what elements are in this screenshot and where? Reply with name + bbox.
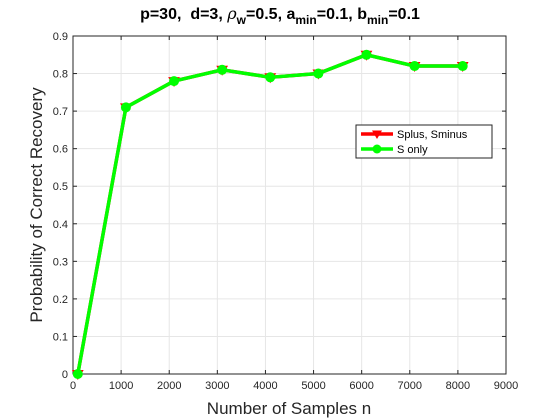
legend-item: Splus, Sminus (361, 129, 468, 141)
series-s-only (72, 49, 468, 379)
y-tick-label: 0.4 (53, 219, 68, 231)
title-rho-sub: w (236, 13, 246, 27)
title-rho: ρ (227, 4, 237, 23)
data-point (313, 68, 324, 79)
y-tick-label: 0.8 (53, 69, 68, 81)
data-point (169, 76, 180, 87)
y-tick-label: 0.7 (53, 106, 68, 118)
plot-background (73, 36, 506, 374)
plot-area (73, 36, 506, 374)
y-tick-label: 0.3 (53, 256, 68, 268)
legend-label: Splus, Sminus (397, 129, 468, 141)
series-group (71, 49, 469, 380)
title-rho-val: =0.5, (245, 6, 283, 23)
y-tick-label: 0 (62, 369, 68, 381)
legend-swatch-marker (372, 144, 382, 154)
legend: Splus, Sminus S only (355, 124, 493, 159)
x-tick-label: 7000 (398, 380, 422, 392)
title-a-sub: min (295, 13, 317, 27)
data-point (361, 49, 372, 60)
data-point (120, 102, 131, 113)
title-b: b (357, 6, 367, 23)
plot-border (72, 35, 507, 375)
y-tick-label: 0.9 (53, 31, 68, 43)
title-a-val: =0.1, (316, 6, 353, 23)
data-point (265, 72, 276, 83)
x-tick-label: 6000 (349, 380, 373, 392)
y-axis-label: Probability of Correct Recovery (27, 87, 46, 323)
x-tick-label: 9000 (494, 380, 518, 392)
x-tick-label: 8000 (446, 380, 470, 392)
x-tick-label: 4000 (253, 380, 277, 392)
y-tick-label: 0.2 (53, 294, 68, 306)
title-b-sub: min (366, 13, 389, 27)
x-axis-label: Number of Samples n (207, 399, 371, 418)
x-tick-label: 2000 (157, 380, 181, 392)
axes: 0 1000 2000 3000 4000 5000 6000 7000 8000 9000 0 0.… (53, 31, 519, 392)
title-b-val: =0.1 (388, 6, 420, 23)
legend-label: S only (397, 144, 428, 156)
y-tick-label: 0.1 (53, 331, 68, 343)
x-tick-label: 5000 (301, 380, 325, 392)
title-d: d=3, (190, 6, 223, 23)
title-p: p=30, (140, 6, 182, 23)
legend-item: S only (361, 144, 428, 156)
data-point (72, 369, 83, 379)
data-point (409, 61, 420, 72)
x-tick-label: 1000 (109, 380, 133, 392)
x-tick-label: 3000 (205, 380, 229, 392)
legend-swatch-marker (372, 130, 382, 139)
y-tick-label: 0.6 (53, 144, 68, 156)
data-point (217, 64, 228, 75)
chart-title: p=30, d=3, ρw=0.5, amin=0.1, bmin=0.1 (0, 4, 560, 27)
x-tick-label: 0 (70, 380, 76, 392)
title-a: a (286, 6, 296, 23)
data-point (457, 61, 468, 72)
y-tick-label: 0.5 (53, 181, 68, 193)
